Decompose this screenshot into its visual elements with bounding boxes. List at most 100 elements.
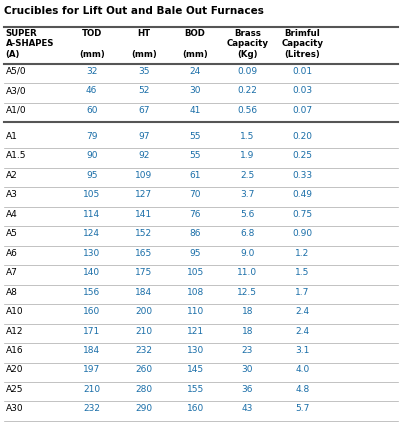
Text: 155: 155 bbox=[186, 385, 203, 394]
Text: 0.03: 0.03 bbox=[292, 86, 312, 95]
Text: 200: 200 bbox=[135, 307, 152, 316]
Text: Brass
Capacity
(Kg): Brass Capacity (Kg) bbox=[226, 29, 267, 58]
Text: 60: 60 bbox=[86, 106, 97, 115]
Text: 4.8: 4.8 bbox=[295, 385, 309, 394]
Text: 5.6: 5.6 bbox=[239, 210, 254, 219]
Text: 1.5: 1.5 bbox=[294, 268, 309, 277]
Text: SUPER
A-SHAPES
(A): SUPER A-SHAPES (A) bbox=[6, 29, 54, 58]
Text: 110: 110 bbox=[186, 307, 203, 316]
Text: A8: A8 bbox=[6, 288, 18, 297]
Text: 0.07: 0.07 bbox=[292, 106, 312, 115]
Text: 130: 130 bbox=[83, 249, 100, 258]
Text: 152: 152 bbox=[135, 229, 152, 238]
Text: 171: 171 bbox=[83, 327, 100, 335]
Text: 210: 210 bbox=[83, 385, 100, 394]
Text: 1.7: 1.7 bbox=[294, 288, 309, 297]
Text: 67: 67 bbox=[138, 106, 149, 115]
Text: 0.01: 0.01 bbox=[292, 67, 312, 76]
Text: 90: 90 bbox=[86, 151, 97, 160]
Text: 210: 210 bbox=[135, 327, 152, 335]
Text: A16: A16 bbox=[6, 346, 23, 355]
Text: 160: 160 bbox=[83, 307, 100, 316]
Text: 70: 70 bbox=[189, 190, 200, 199]
Text: 121: 121 bbox=[186, 327, 203, 335]
Text: 280: 280 bbox=[135, 385, 152, 394]
Text: 12.5: 12.5 bbox=[237, 288, 257, 297]
Text: 0.09: 0.09 bbox=[237, 67, 257, 76]
Text: A5: A5 bbox=[6, 229, 18, 238]
Text: TOD

(mm): TOD (mm) bbox=[79, 29, 104, 58]
Text: 86: 86 bbox=[189, 229, 200, 238]
Text: 30: 30 bbox=[189, 86, 200, 95]
Text: 36: 36 bbox=[241, 385, 252, 394]
Text: A3: A3 bbox=[6, 190, 18, 199]
Text: A30: A30 bbox=[6, 404, 23, 413]
Text: 175: 175 bbox=[135, 268, 152, 277]
Text: 43: 43 bbox=[241, 404, 252, 413]
Text: 260: 260 bbox=[135, 365, 152, 374]
Text: 46: 46 bbox=[86, 86, 97, 95]
Text: 108: 108 bbox=[186, 288, 203, 297]
Text: A5/0: A5/0 bbox=[6, 67, 26, 76]
Text: 6.8: 6.8 bbox=[239, 229, 254, 238]
Text: 160: 160 bbox=[186, 404, 203, 413]
Text: 140: 140 bbox=[83, 268, 100, 277]
Text: 23: 23 bbox=[241, 346, 252, 355]
Text: A2: A2 bbox=[6, 171, 17, 180]
Text: 1.9: 1.9 bbox=[239, 151, 254, 160]
Text: A1/0: A1/0 bbox=[6, 106, 26, 115]
Text: 1.2: 1.2 bbox=[295, 249, 309, 258]
Text: 141: 141 bbox=[135, 210, 152, 219]
Text: 232: 232 bbox=[135, 346, 152, 355]
Text: 2.4: 2.4 bbox=[295, 307, 309, 316]
Text: 9.0: 9.0 bbox=[239, 249, 254, 258]
Text: 92: 92 bbox=[138, 151, 149, 160]
Text: Brimful
Capacity
(Litres): Brimful Capacity (Litres) bbox=[281, 29, 323, 58]
Text: 5.7: 5.7 bbox=[294, 404, 309, 413]
Text: 0.49: 0.49 bbox=[292, 190, 312, 199]
Text: 52: 52 bbox=[138, 86, 149, 95]
Text: 32: 32 bbox=[86, 67, 97, 76]
Text: 41: 41 bbox=[189, 106, 200, 115]
Text: 18: 18 bbox=[241, 307, 252, 316]
Text: 114: 114 bbox=[83, 210, 100, 219]
Text: 95: 95 bbox=[189, 249, 200, 258]
Text: A6: A6 bbox=[6, 249, 18, 258]
Text: Crucibles for Lift Out and Bale Out Furnaces: Crucibles for Lift Out and Bale Out Furn… bbox=[4, 6, 263, 16]
Text: A20: A20 bbox=[6, 365, 23, 374]
Text: A1: A1 bbox=[6, 132, 18, 141]
Text: 124: 124 bbox=[83, 229, 100, 238]
Text: 105: 105 bbox=[83, 190, 100, 199]
Text: 197: 197 bbox=[83, 365, 100, 374]
Text: 232: 232 bbox=[83, 404, 100, 413]
Text: A7: A7 bbox=[6, 268, 18, 277]
Text: 184: 184 bbox=[83, 346, 100, 355]
Text: 11.0: 11.0 bbox=[237, 268, 257, 277]
Text: A1.5: A1.5 bbox=[6, 151, 26, 160]
Text: 3.7: 3.7 bbox=[239, 190, 254, 199]
Text: 55: 55 bbox=[189, 132, 200, 141]
Text: 55: 55 bbox=[189, 151, 200, 160]
Text: 165: 165 bbox=[135, 249, 152, 258]
Text: A25: A25 bbox=[6, 385, 23, 394]
Text: BOD

(mm): BOD (mm) bbox=[182, 29, 207, 58]
Text: A4: A4 bbox=[6, 210, 17, 219]
Text: 24: 24 bbox=[189, 67, 200, 76]
Text: 2.5: 2.5 bbox=[239, 171, 254, 180]
Text: A3/0: A3/0 bbox=[6, 86, 26, 95]
Text: 2.4: 2.4 bbox=[295, 327, 309, 335]
Text: 0.20: 0.20 bbox=[292, 132, 312, 141]
Text: 0.56: 0.56 bbox=[237, 106, 257, 115]
Text: 3.1: 3.1 bbox=[294, 346, 309, 355]
Text: 184: 184 bbox=[135, 288, 152, 297]
Text: 0.25: 0.25 bbox=[292, 151, 312, 160]
Text: 105: 105 bbox=[186, 268, 203, 277]
Text: 30: 30 bbox=[241, 365, 252, 374]
Text: 1.5: 1.5 bbox=[239, 132, 254, 141]
Text: A10: A10 bbox=[6, 307, 23, 316]
Text: 0.22: 0.22 bbox=[237, 86, 257, 95]
Text: 97: 97 bbox=[138, 132, 149, 141]
Text: 156: 156 bbox=[83, 288, 100, 297]
Text: 18: 18 bbox=[241, 327, 252, 335]
Text: 130: 130 bbox=[186, 346, 203, 355]
